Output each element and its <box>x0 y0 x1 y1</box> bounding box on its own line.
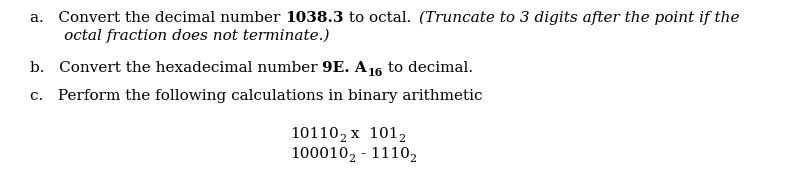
Text: octal fraction does not terminate.): octal fraction does not terminate.) <box>30 29 330 43</box>
Text: b.   Convert the hexadecimal number: b. Convert the hexadecimal number <box>30 61 323 75</box>
Text: to octal.: to octal. <box>344 11 419 25</box>
Text: c.   Perform the following calculations in binary arithmetic: c. Perform the following calculations in… <box>30 89 483 103</box>
Text: 2: 2 <box>349 154 356 164</box>
Text: 100010: 100010 <box>290 147 349 161</box>
Text: 9E. A: 9E. A <box>323 61 367 75</box>
Text: 10110: 10110 <box>290 127 338 141</box>
Text: 1038.3: 1038.3 <box>286 11 344 25</box>
Text: 2: 2 <box>398 134 406 144</box>
Text: (Truncate to 3 digits after the point if the: (Truncate to 3 digits after the point if… <box>419 11 739 25</box>
Text: - 1110: - 1110 <box>356 147 409 161</box>
Text: 2: 2 <box>338 134 346 144</box>
Text: x  101: x 101 <box>346 127 398 141</box>
Text: to decimal.: to decimal. <box>383 61 473 75</box>
Text: a.   Convert the decimal number: a. Convert the decimal number <box>30 11 286 25</box>
Text: 2: 2 <box>409 154 417 164</box>
Text: 16: 16 <box>367 67 383 78</box>
